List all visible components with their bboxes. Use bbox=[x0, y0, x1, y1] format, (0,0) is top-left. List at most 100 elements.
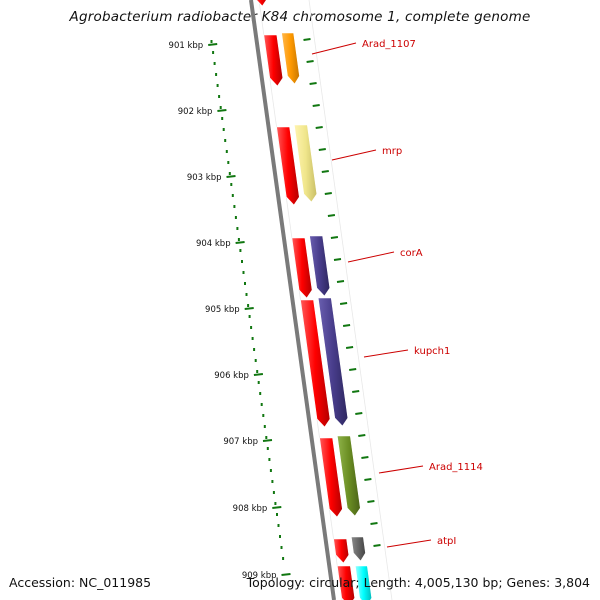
scale-label: 905 kbp bbox=[205, 305, 240, 315]
inner-tick bbox=[312, 104, 320, 107]
gene-feature-cora bbox=[309, 235, 331, 297]
scale-major-tick bbox=[244, 307, 254, 310]
inner-tick bbox=[339, 302, 348, 305]
scale-major-tick bbox=[208, 43, 218, 46]
gene-label-leader bbox=[347, 251, 395, 263]
scale-major-tick bbox=[262, 439, 273, 442]
scale-dot bbox=[260, 403, 263, 406]
cds-red-feature bbox=[276, 126, 300, 206]
scale-dot bbox=[263, 425, 266, 428]
gene-label-leader bbox=[311, 42, 357, 55]
inner-tick bbox=[333, 258, 342, 261]
genome-summary-text: Topology: circular; Length: 4,005,130 bp… bbox=[246, 575, 590, 590]
scale-dot bbox=[248, 315, 251, 318]
gene-feature-mrp bbox=[293, 124, 318, 203]
scale-label: 903 kbp bbox=[187, 173, 222, 183]
inner-tick bbox=[342, 324, 351, 327]
scale-dot bbox=[230, 183, 233, 186]
scale-dot bbox=[268, 458, 271, 461]
inner-tick bbox=[306, 60, 314, 63]
inner-tick bbox=[336, 280, 345, 283]
scale-dot bbox=[218, 95, 221, 98]
inner-tick bbox=[345, 346, 354, 349]
inner-tick bbox=[324, 192, 332, 195]
scale-dot bbox=[210, 40, 213, 43]
gene-label: Arad_1107 bbox=[362, 39, 416, 50]
scale-major-tick bbox=[217, 109, 227, 112]
scale-dot bbox=[271, 480, 274, 483]
cds-red-feature bbox=[333, 538, 350, 564]
inner-tick bbox=[349, 368, 357, 371]
scale-dot bbox=[237, 238, 240, 241]
scale-dot bbox=[245, 293, 248, 296]
scale-dot bbox=[212, 51, 215, 54]
gene-feature-arad-1114 bbox=[336, 435, 361, 517]
scale-dot bbox=[276, 513, 278, 516]
inner-tick bbox=[358, 434, 366, 437]
scale-major-tick bbox=[235, 241, 245, 244]
gene-label-leader bbox=[363, 349, 409, 358]
inner-tick bbox=[327, 214, 336, 217]
scale-label: 904 kbp bbox=[196, 239, 231, 249]
scale-dot bbox=[216, 84, 219, 87]
scale-dot bbox=[280, 546, 283, 549]
chromosome-backbone bbox=[249, 0, 336, 600]
scale-dot bbox=[234, 216, 237, 219]
scale-dot bbox=[265, 436, 268, 439]
scale-major-tick bbox=[253, 373, 264, 376]
scale-dot bbox=[250, 326, 253, 329]
scale-label: 909 kbp bbox=[242, 571, 277, 581]
inner-tick bbox=[370, 522, 378, 525]
scale-dot bbox=[257, 381, 260, 384]
scale-major-tick bbox=[272, 506, 282, 509]
gene-feature-kupch1 bbox=[317, 297, 349, 427]
scale-dot bbox=[236, 227, 239, 230]
gene-feature-partial bbox=[354, 565, 373, 600]
gene-label-leader bbox=[331, 149, 377, 161]
cds-red-feature bbox=[291, 237, 313, 299]
scale-dot bbox=[256, 370, 259, 373]
scale-label: 908 kbp bbox=[233, 504, 268, 514]
scale-dot bbox=[254, 359, 257, 362]
inner-tick bbox=[330, 236, 339, 239]
scale-dot bbox=[221, 117, 224, 120]
scale-dot bbox=[269, 469, 272, 472]
scale-dot bbox=[277, 524, 280, 527]
scale-major-tick bbox=[226, 175, 236, 178]
scale-dot bbox=[215, 73, 218, 76]
gene-label: Arad_1114 bbox=[429, 462, 483, 473]
inner-tick bbox=[373, 544, 381, 547]
inner-tick bbox=[315, 126, 323, 129]
scale-dot bbox=[262, 414, 265, 417]
scale-dot bbox=[244, 282, 246, 285]
gene-label: kupch1 bbox=[414, 346, 450, 357]
scale-dot bbox=[239, 249, 242, 252]
inner-tick bbox=[361, 456, 369, 459]
scale-dot bbox=[224, 139, 227, 142]
scale-label: 907 kbp bbox=[223, 437, 258, 447]
scale-dot bbox=[253, 348, 256, 351]
scale-dot bbox=[251, 337, 254, 340]
cds-red-feature bbox=[319, 437, 343, 518]
gene-label: atpI bbox=[437, 536, 456, 547]
scale-dot bbox=[259, 392, 262, 395]
scale-major-tick bbox=[281, 573, 291, 576]
inner-tick bbox=[367, 500, 375, 503]
scale-label: 902 kbp bbox=[178, 107, 213, 117]
inner-tick bbox=[352, 390, 360, 393]
scale-label: 901 kbp bbox=[169, 41, 204, 51]
scale-dot bbox=[282, 557, 285, 560]
gene-feature-atpi bbox=[350, 536, 366, 562]
inner-tick bbox=[321, 170, 329, 173]
scale-dot bbox=[213, 62, 216, 65]
scale-dot bbox=[227, 161, 230, 164]
gene-label-leader bbox=[386, 539, 432, 548]
inner-tick bbox=[355, 412, 363, 415]
inner-tick bbox=[303, 38, 311, 41]
scale-dot bbox=[233, 205, 236, 208]
inner-tick bbox=[309, 82, 317, 85]
scale-dot bbox=[247, 304, 250, 307]
scale-dot bbox=[272, 491, 275, 494]
